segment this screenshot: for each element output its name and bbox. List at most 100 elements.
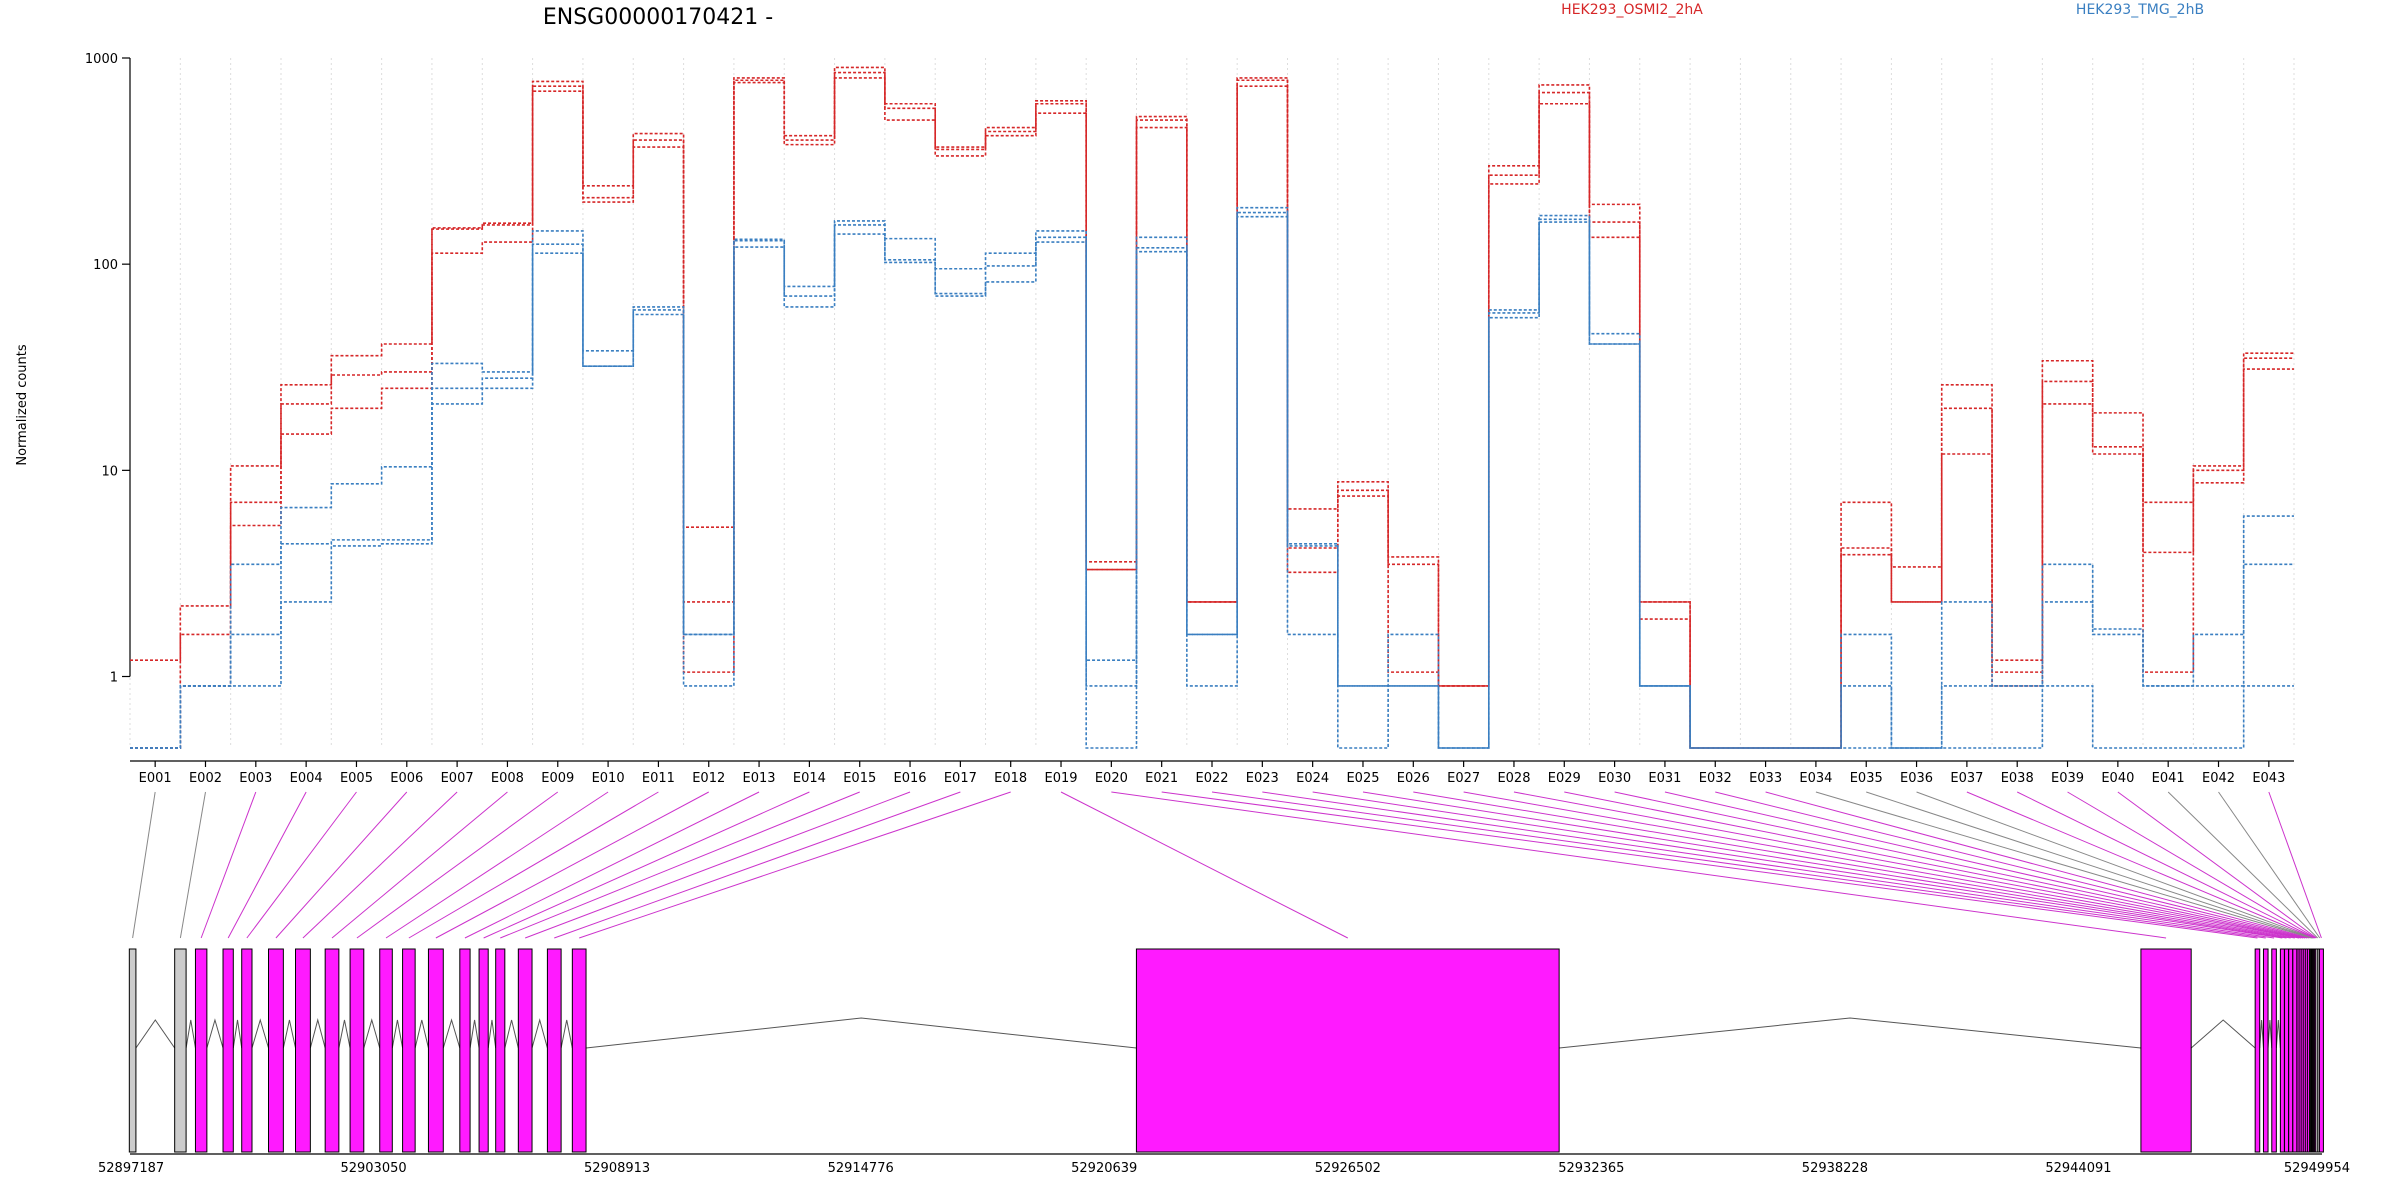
exon-label-e014: E014 bbox=[793, 771, 826, 786]
exon-label-e019: E019 bbox=[1045, 771, 1078, 786]
exon-label-e029: E029 bbox=[1548, 771, 1581, 786]
intron-line bbox=[185, 1019, 196, 1049]
exon-box-e001 bbox=[128, 948, 137, 1153]
connector-e034 bbox=[1815, 791, 2312, 939]
exon-labels: E001 E002 E003 E004 E005 E006 E007 E008 E009 E010… bbox=[130, 760, 2294, 786]
coordinate-label: 52897187 bbox=[98, 1161, 164, 1176]
exon-label-e005: E005 bbox=[340, 771, 373, 786]
exon-label-e016: E016 bbox=[894, 771, 927, 786]
series-line-6 bbox=[130, 215, 2294, 749]
coordinate-label: 52944091 bbox=[2045, 1161, 2111, 1176]
exon-box-e025 bbox=[2284, 948, 2290, 1153]
connector-e029 bbox=[1564, 791, 2302, 939]
intron-line bbox=[560, 1019, 573, 1049]
exon-label-e015: E015 bbox=[843, 771, 876, 786]
intron-line bbox=[469, 1019, 480, 1049]
intron-line bbox=[232, 1019, 243, 1049]
exon-label-e035: E035 bbox=[1850, 771, 1883, 786]
connector-e042 bbox=[2218, 791, 2321, 939]
intron-line bbox=[2190, 1019, 2256, 1049]
exon-box-e018 bbox=[571, 948, 587, 1153]
exon-label-e022: E022 bbox=[1195, 771, 1228, 786]
intron-line bbox=[338, 1019, 351, 1049]
exon-box-e015 bbox=[495, 948, 506, 1153]
connector-e001 bbox=[132, 791, 156, 939]
intron-line bbox=[2267, 1019, 2273, 1049]
connector-e012 bbox=[435, 791, 709, 939]
exon-label-e025: E025 bbox=[1346, 771, 1379, 786]
exon-label-e020: E020 bbox=[1095, 771, 1128, 786]
exon-box-e023 bbox=[2271, 948, 2277, 1153]
y-tick-label: 10 bbox=[101, 464, 118, 479]
connector-e024 bbox=[1312, 791, 2283, 939]
exon-box-e027 bbox=[2292, 948, 2298, 1153]
exon-label-e002: E002 bbox=[189, 771, 222, 786]
connector-e009 bbox=[356, 791, 559, 939]
exon-box-e012 bbox=[427, 948, 444, 1153]
exon-box-e009 bbox=[349, 948, 365, 1153]
coordinate-label: 52949954 bbox=[2284, 1161, 2350, 1176]
exon-box-e043 bbox=[2318, 948, 2324, 1153]
series-line-3 bbox=[130, 77, 2294, 749]
exon-box-e002 bbox=[174, 948, 187, 1153]
y-tick-label: 1 bbox=[110, 671, 118, 686]
intron-line bbox=[2259, 1019, 2264, 1049]
connector-e002 bbox=[179, 791, 206, 939]
exon-box-e017 bbox=[546, 948, 562, 1153]
exon-label-e032: E032 bbox=[1699, 771, 1732, 786]
intron-line bbox=[487, 1019, 497, 1049]
connector-e031 bbox=[1664, 791, 2306, 939]
exon-box-e011 bbox=[402, 948, 416, 1153]
connector-e023 bbox=[1262, 791, 2275, 939]
intron-line bbox=[391, 1019, 404, 1049]
exon-box-e008 bbox=[324, 948, 340, 1153]
coordinate-label: 52920639 bbox=[1071, 1161, 1137, 1176]
exon-label-e003: E003 bbox=[239, 771, 272, 786]
exon-connectors bbox=[132, 791, 2322, 939]
exon-label-e001: E001 bbox=[139, 771, 172, 786]
intron-line bbox=[135, 1019, 176, 1049]
exon-box-e003 bbox=[194, 948, 208, 1153]
connector-e041 bbox=[2167, 791, 2319, 939]
exon-label-e038: E038 bbox=[2001, 771, 2034, 786]
exon-box-e026 bbox=[2288, 948, 2294, 1153]
connector-e032 bbox=[1715, 791, 2308, 939]
coordinate-label: 52903050 bbox=[340, 1161, 406, 1176]
series-line-2 bbox=[130, 71, 2294, 749]
exon-label-e007: E007 bbox=[441, 771, 474, 786]
exon-label-e036: E036 bbox=[1900, 771, 1933, 786]
exon-box-e020 bbox=[2140, 948, 2192, 1153]
connector-e014 bbox=[483, 791, 810, 939]
connector-e015 bbox=[500, 791, 860, 939]
connector-e016 bbox=[525, 791, 911, 939]
exon-label-e017: E017 bbox=[944, 771, 977, 786]
exon-label-e023: E023 bbox=[1246, 771, 1279, 786]
series-line-4 bbox=[130, 206, 2294, 749]
exon-label-e040: E040 bbox=[2101, 771, 2134, 786]
connector-e010 bbox=[385, 791, 609, 939]
intron-line bbox=[504, 1019, 519, 1049]
connector-e017 bbox=[554, 791, 961, 939]
exon-label-e004: E004 bbox=[290, 771, 323, 786]
exon-label-e034: E034 bbox=[1799, 771, 1832, 786]
connector-e004 bbox=[227, 791, 307, 939]
connector-e005 bbox=[246, 791, 357, 939]
chart-title: ENSG00000170421 - bbox=[543, 5, 773, 30]
y-axis-label: Normalized counts bbox=[15, 344, 30, 466]
intron-line bbox=[251, 1018, 269, 1049]
series-lines bbox=[130, 66, 2294, 749]
exon-box-e010 bbox=[379, 948, 393, 1153]
coordinate-label: 52908913 bbox=[584, 1161, 650, 1176]
connector-e038 bbox=[2016, 791, 2315, 939]
connector-e013 bbox=[464, 791, 760, 939]
connector-e006 bbox=[275, 791, 408, 939]
exon-label-e027: E027 bbox=[1447, 771, 1480, 786]
exon-label-e028: E028 bbox=[1497, 771, 1530, 786]
exon-label-e026: E026 bbox=[1397, 771, 1430, 786]
exon-box-e005 bbox=[241, 948, 253, 1153]
connector-e021 bbox=[1161, 791, 2258, 939]
exon-label-e012: E012 bbox=[692, 771, 725, 786]
grid-lines bbox=[129, 58, 2295, 748]
connector-e033 bbox=[1765, 791, 2310, 939]
connector-e007 bbox=[302, 791, 458, 939]
